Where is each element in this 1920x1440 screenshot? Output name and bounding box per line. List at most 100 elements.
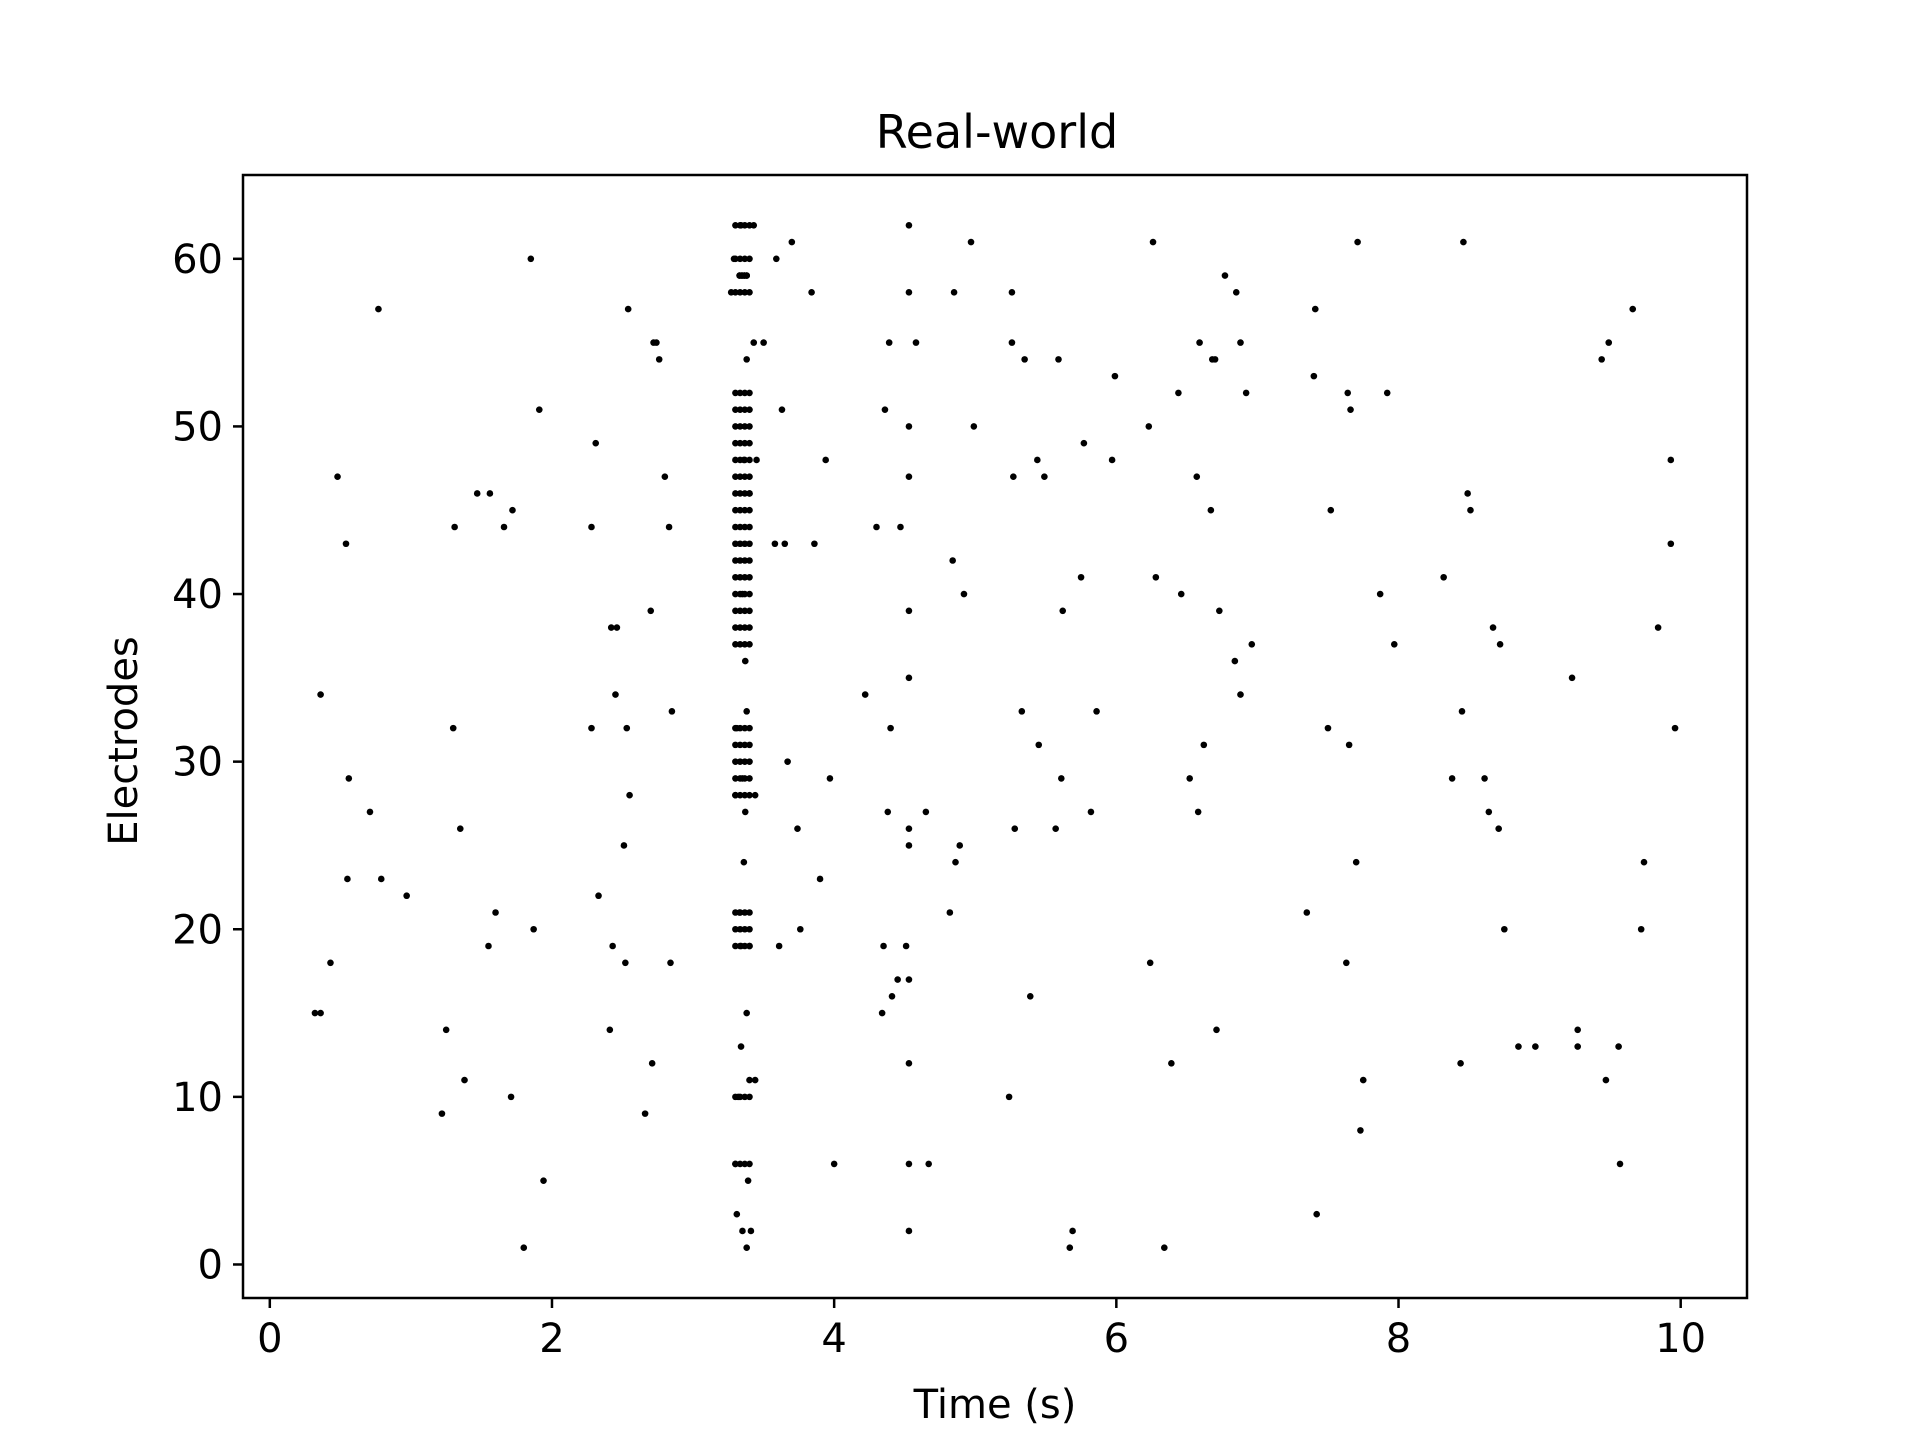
spike-point	[655, 356, 663, 363]
spike-point	[894, 976, 901, 983]
spike-point	[613, 624, 621, 631]
spike-point	[960, 590, 968, 598]
spike-point	[1010, 473, 1017, 481]
spike-point	[486, 490, 494, 497]
spike-point	[1345, 741, 1353, 749]
spike-point	[736, 389, 744, 397]
spike-point	[746, 439, 753, 447]
spike-point	[403, 892, 410, 900]
spike-point	[746, 523, 753, 531]
spike-point	[732, 389, 739, 397]
spike-point	[737, 1043, 745, 1050]
spike-point	[1343, 959, 1350, 967]
spike-point	[902, 942, 910, 950]
spike-point	[746, 389, 753, 397]
spike-point	[946, 909, 954, 916]
spike-point	[741, 641, 749, 648]
spike-point	[1629, 305, 1637, 313]
spike-point	[741, 909, 749, 916]
spike-point	[732, 1160, 739, 1168]
spike-point	[732, 624, 739, 631]
spike-point	[746, 406, 753, 413]
spike-point	[1574, 1026, 1581, 1034]
spike-point	[1035, 741, 1043, 749]
spike-point	[1008, 289, 1016, 296]
spike-point	[626, 791, 633, 799]
spike-point	[741, 439, 749, 447]
spike-point	[741, 506, 749, 514]
spike-point	[1221, 272, 1229, 279]
spike-point	[1152, 573, 1160, 581]
spike-point	[743, 1244, 750, 1252]
spike-point	[746, 909, 753, 916]
spike-point	[1018, 708, 1026, 715]
spike-point	[741, 473, 749, 481]
spike-point	[1146, 959, 1154, 967]
spike-point	[1532, 1043, 1539, 1050]
spike-point	[732, 473, 739, 481]
spike-point	[784, 758, 791, 765]
spike-point	[888, 993, 896, 1000]
spike-point	[1087, 808, 1095, 816]
spike-point	[788, 238, 796, 246]
spike-point	[1615, 1043, 1622, 1050]
spike-point	[1616, 1160, 1624, 1168]
spike-point	[736, 791, 744, 799]
spike-point	[620, 842, 628, 849]
spike-point	[1059, 607, 1067, 615]
y-tick-label: 30	[172, 740, 223, 786]
spike-point	[808, 289, 815, 296]
spike-point	[760, 339, 767, 346]
spike-point	[1200, 741, 1208, 749]
spike-point	[950, 289, 958, 296]
spike-point	[1005, 1093, 1013, 1101]
spike-point	[736, 406, 744, 413]
spike-point	[861, 691, 869, 698]
spike-point	[667, 959, 674, 967]
spike-point	[830, 1160, 838, 1168]
spike-point	[878, 1009, 886, 1017]
spike-point	[746, 423, 753, 430]
spike-point	[736, 641, 744, 648]
spike-point	[1311, 305, 1319, 313]
spike-point	[736, 909, 744, 916]
spike-point	[741, 540, 749, 548]
spike-point	[1149, 238, 1157, 246]
spike-point	[334, 473, 341, 481]
spike-point	[668, 708, 676, 715]
spike-point	[1066, 1244, 1074, 1252]
spike-point	[317, 691, 324, 698]
spike-point	[1111, 372, 1119, 380]
spike-point	[1161, 1244, 1168, 1252]
spike-point	[1242, 389, 1250, 397]
spike-point	[1667, 456, 1675, 464]
spike-point	[741, 590, 749, 598]
spike-point	[451, 523, 458, 531]
spike-point	[1448, 775, 1456, 782]
spike-point	[781, 540, 789, 548]
spike-point	[736, 490, 744, 497]
spike-point	[1568, 674, 1576, 682]
spike-point	[344, 875, 351, 883]
spike-point	[500, 523, 508, 531]
spike-point	[741, 1093, 749, 1101]
spike-point	[732, 775, 739, 782]
spike-point	[741, 289, 749, 296]
spike-point	[746, 557, 753, 564]
x-tick-label: 2	[539, 1316, 564, 1362]
spike-point	[366, 808, 374, 816]
spike-point	[1093, 708, 1100, 715]
y-tick-label: 50	[172, 404, 223, 450]
spike-point	[1327, 506, 1335, 514]
spike-point	[1440, 573, 1447, 581]
spike-point	[1145, 423, 1153, 430]
spike-point	[527, 255, 535, 263]
spike-point	[1052, 825, 1059, 832]
spike-point	[377, 875, 385, 883]
spike-point	[732, 506, 739, 514]
spike-point	[612, 691, 619, 698]
spike-point	[732, 724, 739, 732]
spike-point	[1026, 993, 1034, 1000]
spike-point	[1211, 356, 1219, 363]
